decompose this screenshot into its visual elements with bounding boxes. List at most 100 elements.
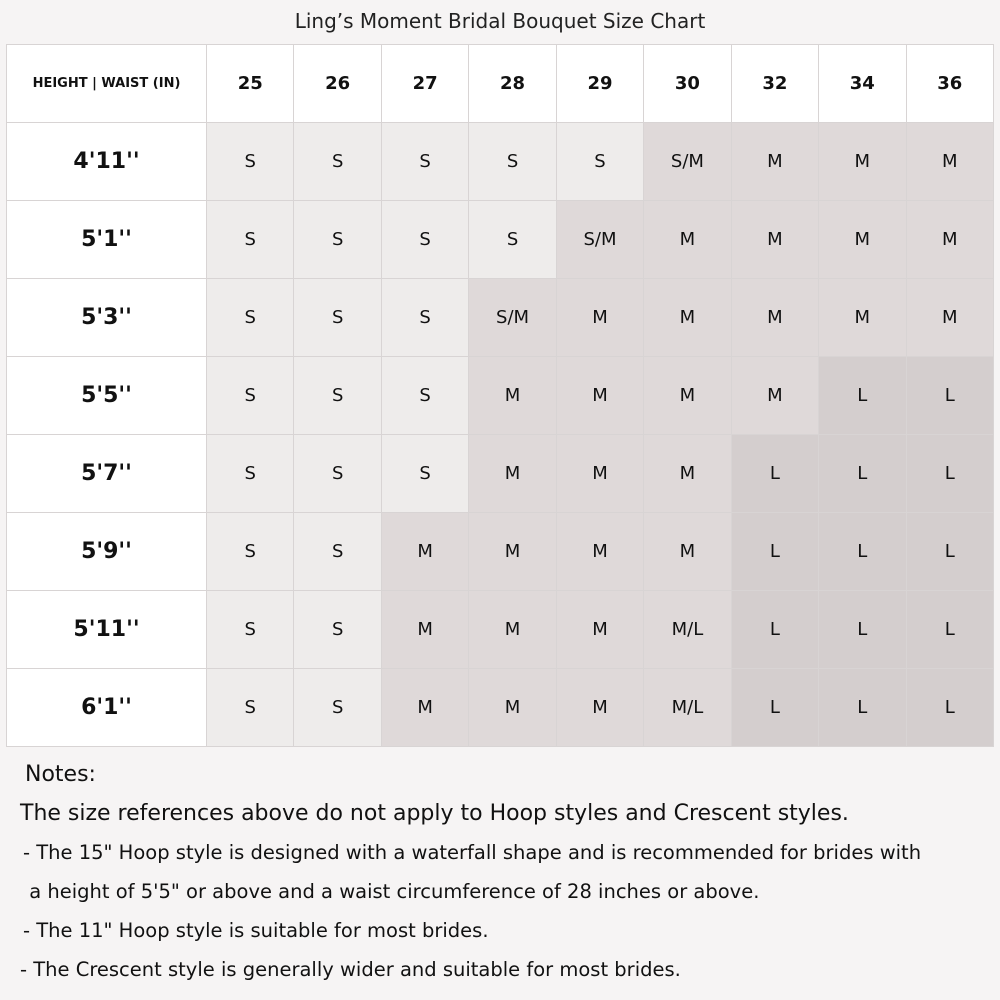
- size-cell: M: [555, 668, 645, 747]
- size-cell: M: [643, 278, 732, 357]
- size-cell: L: [818, 434, 907, 513]
- table-row: 6'1'' S S M M M M/L L L L: [6, 668, 994, 747]
- size-cell: L: [730, 434, 820, 513]
- size-cell: S: [293, 278, 382, 357]
- size-cell: S: [293, 590, 382, 669]
- size-cell: S: [205, 122, 295, 201]
- size-cell: S: [205, 434, 295, 513]
- waist-column-header: 30: [643, 44, 732, 123]
- size-cell: S: [205, 200, 295, 279]
- table-row: 5'11'' S S M M M M/L L L L: [6, 590, 994, 669]
- size-cell: M: [643, 356, 732, 435]
- size-cell: M: [818, 278, 907, 357]
- size-cell: S: [293, 434, 382, 513]
- height-cell: 5'7'': [6, 434, 207, 513]
- note-line: - The 15" Hoop style is designed with a …: [23, 841, 922, 864]
- height-cell: 5'1'': [6, 200, 207, 279]
- corner-header: HEIGHT | WAIST (IN): [6, 44, 207, 123]
- waist-column-header: 32: [730, 44, 820, 123]
- size-cell: S: [205, 512, 295, 591]
- size-cell: S: [380, 434, 470, 513]
- size-cell: S: [293, 512, 382, 591]
- size-cell: S/M: [555, 200, 645, 279]
- height-cell: 5'5'': [6, 356, 207, 435]
- size-cell: M: [468, 668, 557, 747]
- size-cell: L: [905, 668, 994, 747]
- size-cell: L: [905, 512, 994, 591]
- size-cell: S/M: [468, 278, 557, 357]
- size-cell: S: [380, 122, 470, 201]
- size-cell: S: [205, 590, 295, 669]
- size-cell: M: [643, 434, 732, 513]
- notes-section: Notes: The size references above do not …: [20, 755, 995, 989]
- size-cell: M: [643, 512, 732, 591]
- waist-column-header: 34: [818, 44, 907, 123]
- waist-column-header: 27: [380, 44, 470, 123]
- size-cell: M: [730, 278, 820, 357]
- size-cell: L: [818, 668, 907, 747]
- table-row: 5'7'' S S S M M M L L L: [6, 434, 994, 513]
- waist-column-header: 26: [293, 44, 382, 123]
- size-cell: M: [905, 200, 994, 279]
- size-cell: L: [730, 512, 820, 591]
- size-cell: M: [730, 356, 820, 435]
- size-cell: S: [293, 356, 382, 435]
- size-cell: S: [468, 122, 557, 201]
- size-cell: M: [905, 278, 994, 357]
- size-cell: S: [468, 200, 557, 279]
- size-cell: M: [468, 356, 557, 435]
- size-cell: L: [905, 590, 994, 669]
- size-cell: M: [555, 512, 645, 591]
- size-cell: S: [380, 356, 470, 435]
- size-cell: M/L: [643, 590, 732, 669]
- size-cell: M: [555, 590, 645, 669]
- table-row: 5'1'' S S S S S/M M M M M: [6, 200, 994, 279]
- size-cell: L: [818, 512, 907, 591]
- height-cell: 6'1'': [6, 668, 207, 747]
- size-cell: M: [730, 200, 820, 279]
- height-cell: 5'3'': [6, 278, 207, 357]
- size-cell: M: [818, 122, 907, 201]
- size-cell: S: [555, 122, 645, 201]
- size-chart-table: HEIGHT | WAIST (IN) 25 26 27 28 29 30 32 34 36 4…: [6, 44, 994, 747]
- size-cell: L: [730, 668, 820, 747]
- size-cell: S: [293, 200, 382, 279]
- size-cell: L: [905, 356, 994, 435]
- table-row: 5'9'' S S M M M M L L L: [6, 512, 994, 591]
- height-cell: 4'11'': [6, 122, 207, 201]
- header-row: HEIGHT | WAIST (IN) 25 26 27 28 29 30 32 34 36: [6, 44, 994, 123]
- size-cell: S: [205, 356, 295, 435]
- size-cell: M/L: [643, 668, 732, 747]
- size-cell: M: [555, 278, 645, 357]
- size-cell: M: [818, 200, 907, 279]
- size-cell: S: [380, 278, 470, 357]
- size-cell: L: [818, 356, 907, 435]
- size-cell: M: [380, 512, 470, 591]
- size-cell: L: [905, 434, 994, 513]
- size-cell: S: [205, 278, 295, 357]
- table-row: 4'11'' S S S S S S/M M M M: [6, 122, 994, 201]
- waist-column-header: 36: [905, 44, 994, 123]
- size-cell: M: [380, 668, 470, 747]
- note-line: The size references above do not apply t…: [20, 801, 849, 826]
- size-cell: M: [380, 590, 470, 669]
- table-row: 5'5'' S S S M M M M L L: [6, 356, 994, 435]
- size-cell: M: [555, 434, 645, 513]
- size-cell: S: [380, 200, 470, 279]
- waist-column-header: 25: [205, 44, 295, 123]
- size-cell: S: [205, 668, 295, 747]
- size-cell: L: [818, 590, 907, 669]
- size-cell: M: [555, 356, 645, 435]
- height-cell: 5'11'': [6, 590, 207, 669]
- size-cell: S: [293, 668, 382, 747]
- table-row: 5'3'' S S S S/M M M M M M: [6, 278, 994, 357]
- chart-title: Ling’s Moment Bridal Bouquet Size Chart: [294, 9, 706, 33]
- waist-column-header: 28: [468, 44, 557, 123]
- size-cell: M: [730, 122, 820, 201]
- size-cell: M: [905, 122, 994, 201]
- note-line: - The 11" Hoop style is suitable for mos…: [23, 919, 489, 942]
- note-line: - The Crescent style is generally wider …: [20, 958, 681, 981]
- notes-heading: Notes:: [25, 762, 96, 787]
- height-cell: 5'9'': [6, 512, 207, 591]
- note-line: a height of 5'5" or above and a waist ci…: [23, 880, 760, 903]
